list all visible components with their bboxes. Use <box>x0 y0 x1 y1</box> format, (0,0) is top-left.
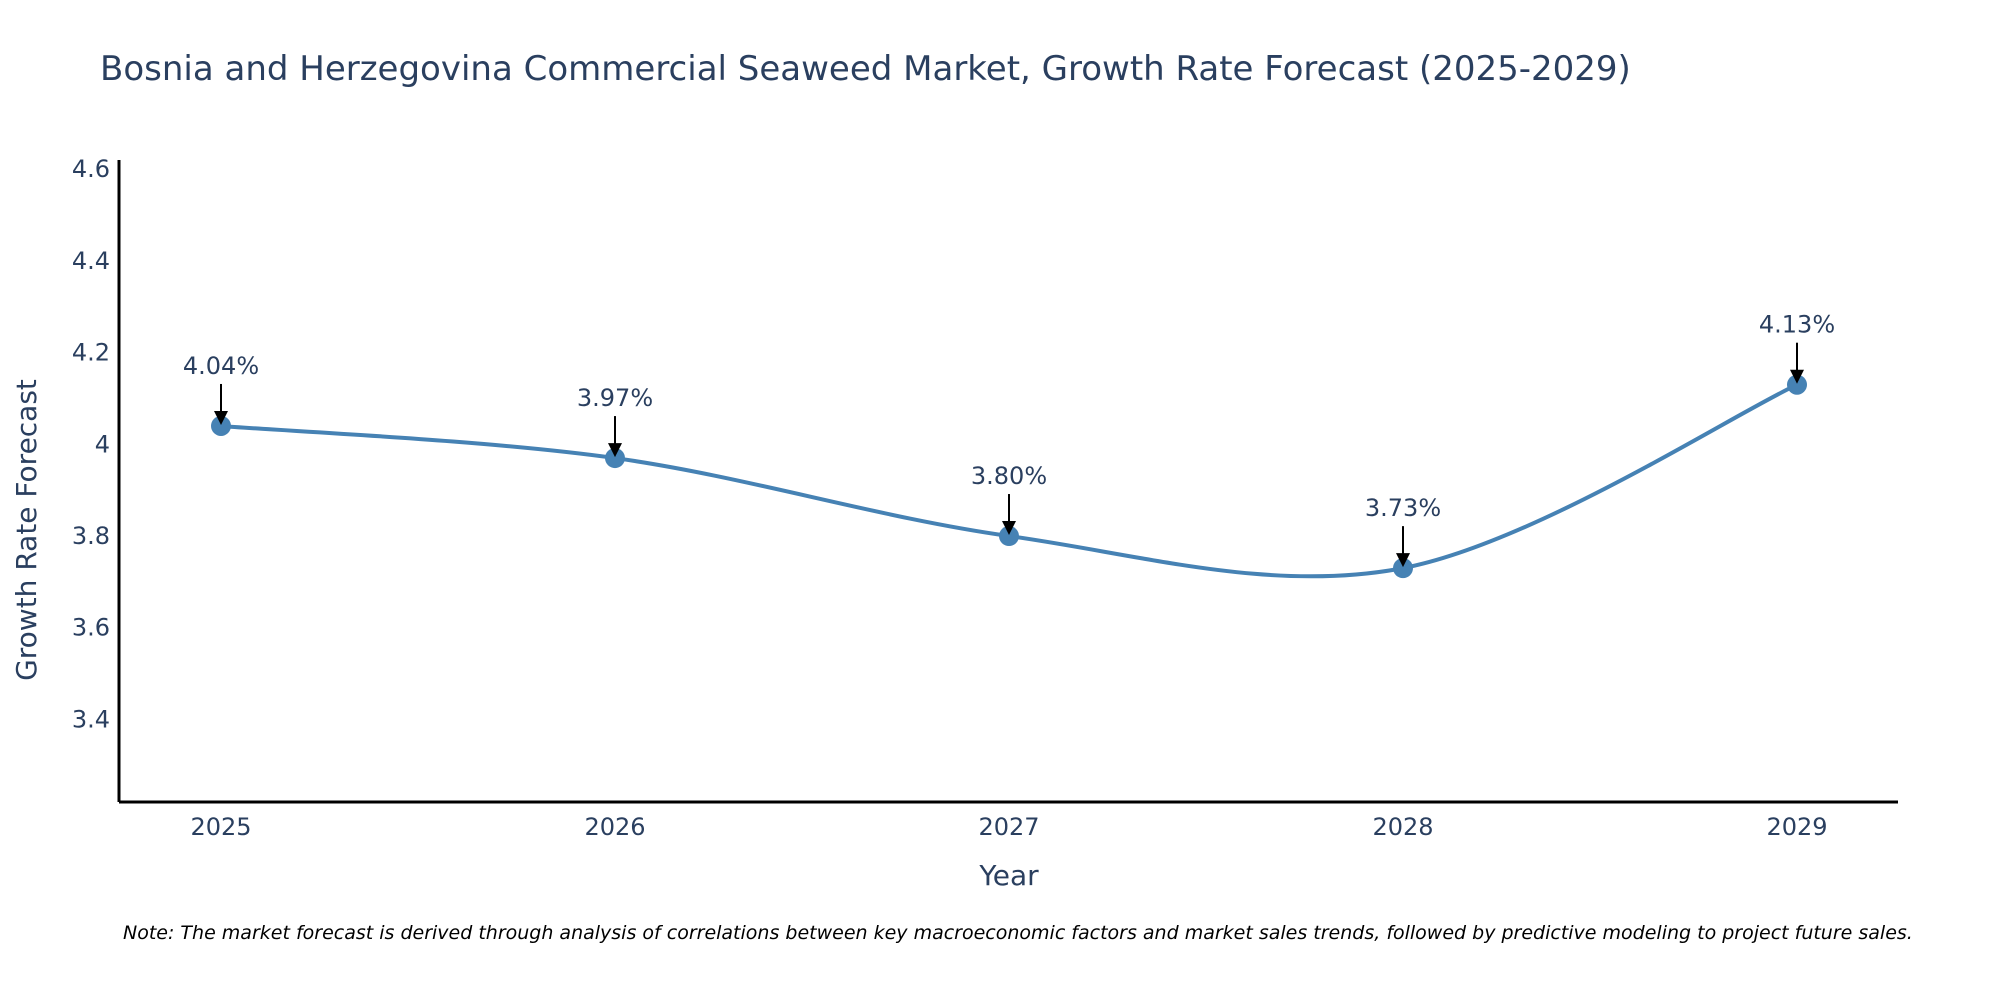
x-tick-label: 2026 <box>584 813 645 841</box>
footnote: Note: The market forecast is derived thr… <box>123 922 1913 944</box>
data-label: 4.13% <box>1759 311 1835 339</box>
data-label: 4.04% <box>183 352 259 380</box>
data-label: 3.97% <box>577 384 653 412</box>
y-tick-label: 3.8 <box>72 522 110 550</box>
annotation-arrow-head <box>608 443 622 458</box>
y-tick-label: 3.6 <box>72 614 110 642</box>
data-point <box>1393 558 1413 579</box>
data-label: 3.73% <box>1365 494 1441 522</box>
annotation-arrow-head <box>1790 369 1804 384</box>
x-tick-label: 2028 <box>1372 813 1433 841</box>
annotation-arrow-head <box>1396 553 1410 568</box>
y-tick-label: 4.2 <box>72 339 110 367</box>
y-axis-title: Growth Rate Forecast <box>10 379 43 681</box>
data-point <box>999 526 1019 547</box>
y-tick-label: 4 <box>95 430 110 458</box>
x-tick-label: 2029 <box>1766 813 1827 841</box>
x-tick-label: 2025 <box>190 813 251 841</box>
data-labels-layer: 4.04% 3.97% 3.80% 3.73% 4.13% <box>183 311 1835 568</box>
y-tick-label: 4.6 <box>72 155 110 183</box>
y-tick-label: 3.4 <box>72 705 110 733</box>
data-point <box>605 448 625 469</box>
series-layer <box>211 374 1807 579</box>
x-tick-label: 2027 <box>978 813 1039 841</box>
chart-title: Bosnia and Herzegovina Commercial Seawee… <box>100 49 1631 89</box>
y-axis: 3.4 3.6 3.8 4 4.2 4.4 4.6 <box>72 155 121 802</box>
data-label: 3.80% <box>971 462 1047 490</box>
x-axis-title: Year <box>978 859 1039 892</box>
x-axis: 2025 2026 2027 2028 2029 <box>119 800 1898 841</box>
data-point <box>1787 374 1807 395</box>
data-point <box>211 415 231 436</box>
annotation-arrow-head <box>214 410 228 425</box>
annotation-arrow-head <box>1002 521 1016 536</box>
y-tick-label: 4.4 <box>72 247 110 275</box>
